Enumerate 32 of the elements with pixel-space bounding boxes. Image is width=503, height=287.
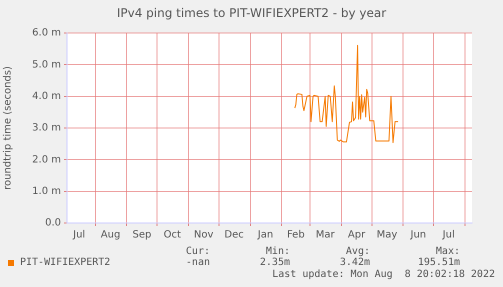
x-tick-label: Dec (224, 230, 244, 241)
y-tick-label: 5.0 m (32, 59, 61, 70)
x-tick-label: Jul (72, 230, 86, 241)
x-tick-label: Feb (286, 230, 305, 241)
text: -nan (186, 257, 210, 268)
y-tick-label: 3.0 m (32, 122, 61, 134)
x-tick-label: Apr (348, 230, 366, 241)
x-tick-label: Mar (316, 230, 336, 241)
x-tick-label: Nov (194, 230, 214, 241)
x-tick-label: Sep (132, 230, 152, 241)
x-tick-label: Oct (164, 230, 182, 241)
y-tick-label: 1.0 m (32, 186, 61, 197)
y-tick-label: 4.0 m (32, 90, 61, 102)
x-tick-label: Jun (410, 230, 426, 241)
x-tick-label: Jul (442, 230, 455, 241)
x-tick-label: Jan (256, 230, 274, 241)
y-tick-label: 0.0 (45, 218, 61, 229)
y-tick-label: 6.0 m (32, 28, 61, 39)
chart-title: IPv4 ping times to PIT-WIFIEXPERT2 - by year (116, 6, 388, 20)
y-axis-title: roundtrip time (seconds) (2, 66, 14, 190)
text: Cur: (186, 246, 210, 257)
x-tick-label: Aug (100, 230, 120, 241)
text: 2.35m (260, 257, 290, 268)
legend-label: PIT-WIFIEXPERT2 (19, 257, 110, 268)
text: Avg: (346, 246, 370, 257)
text: 195.51m (418, 257, 460, 268)
x-tick-label: May (376, 230, 398, 241)
text: 3.42m (340, 257, 370, 268)
y-tick-label: 2.0 m (32, 154, 61, 166)
text: Max: (436, 246, 460, 257)
text: Min: (266, 246, 290, 257)
text: Last update: Mon Aug 8 20:02:18 2022 (272, 269, 495, 280)
